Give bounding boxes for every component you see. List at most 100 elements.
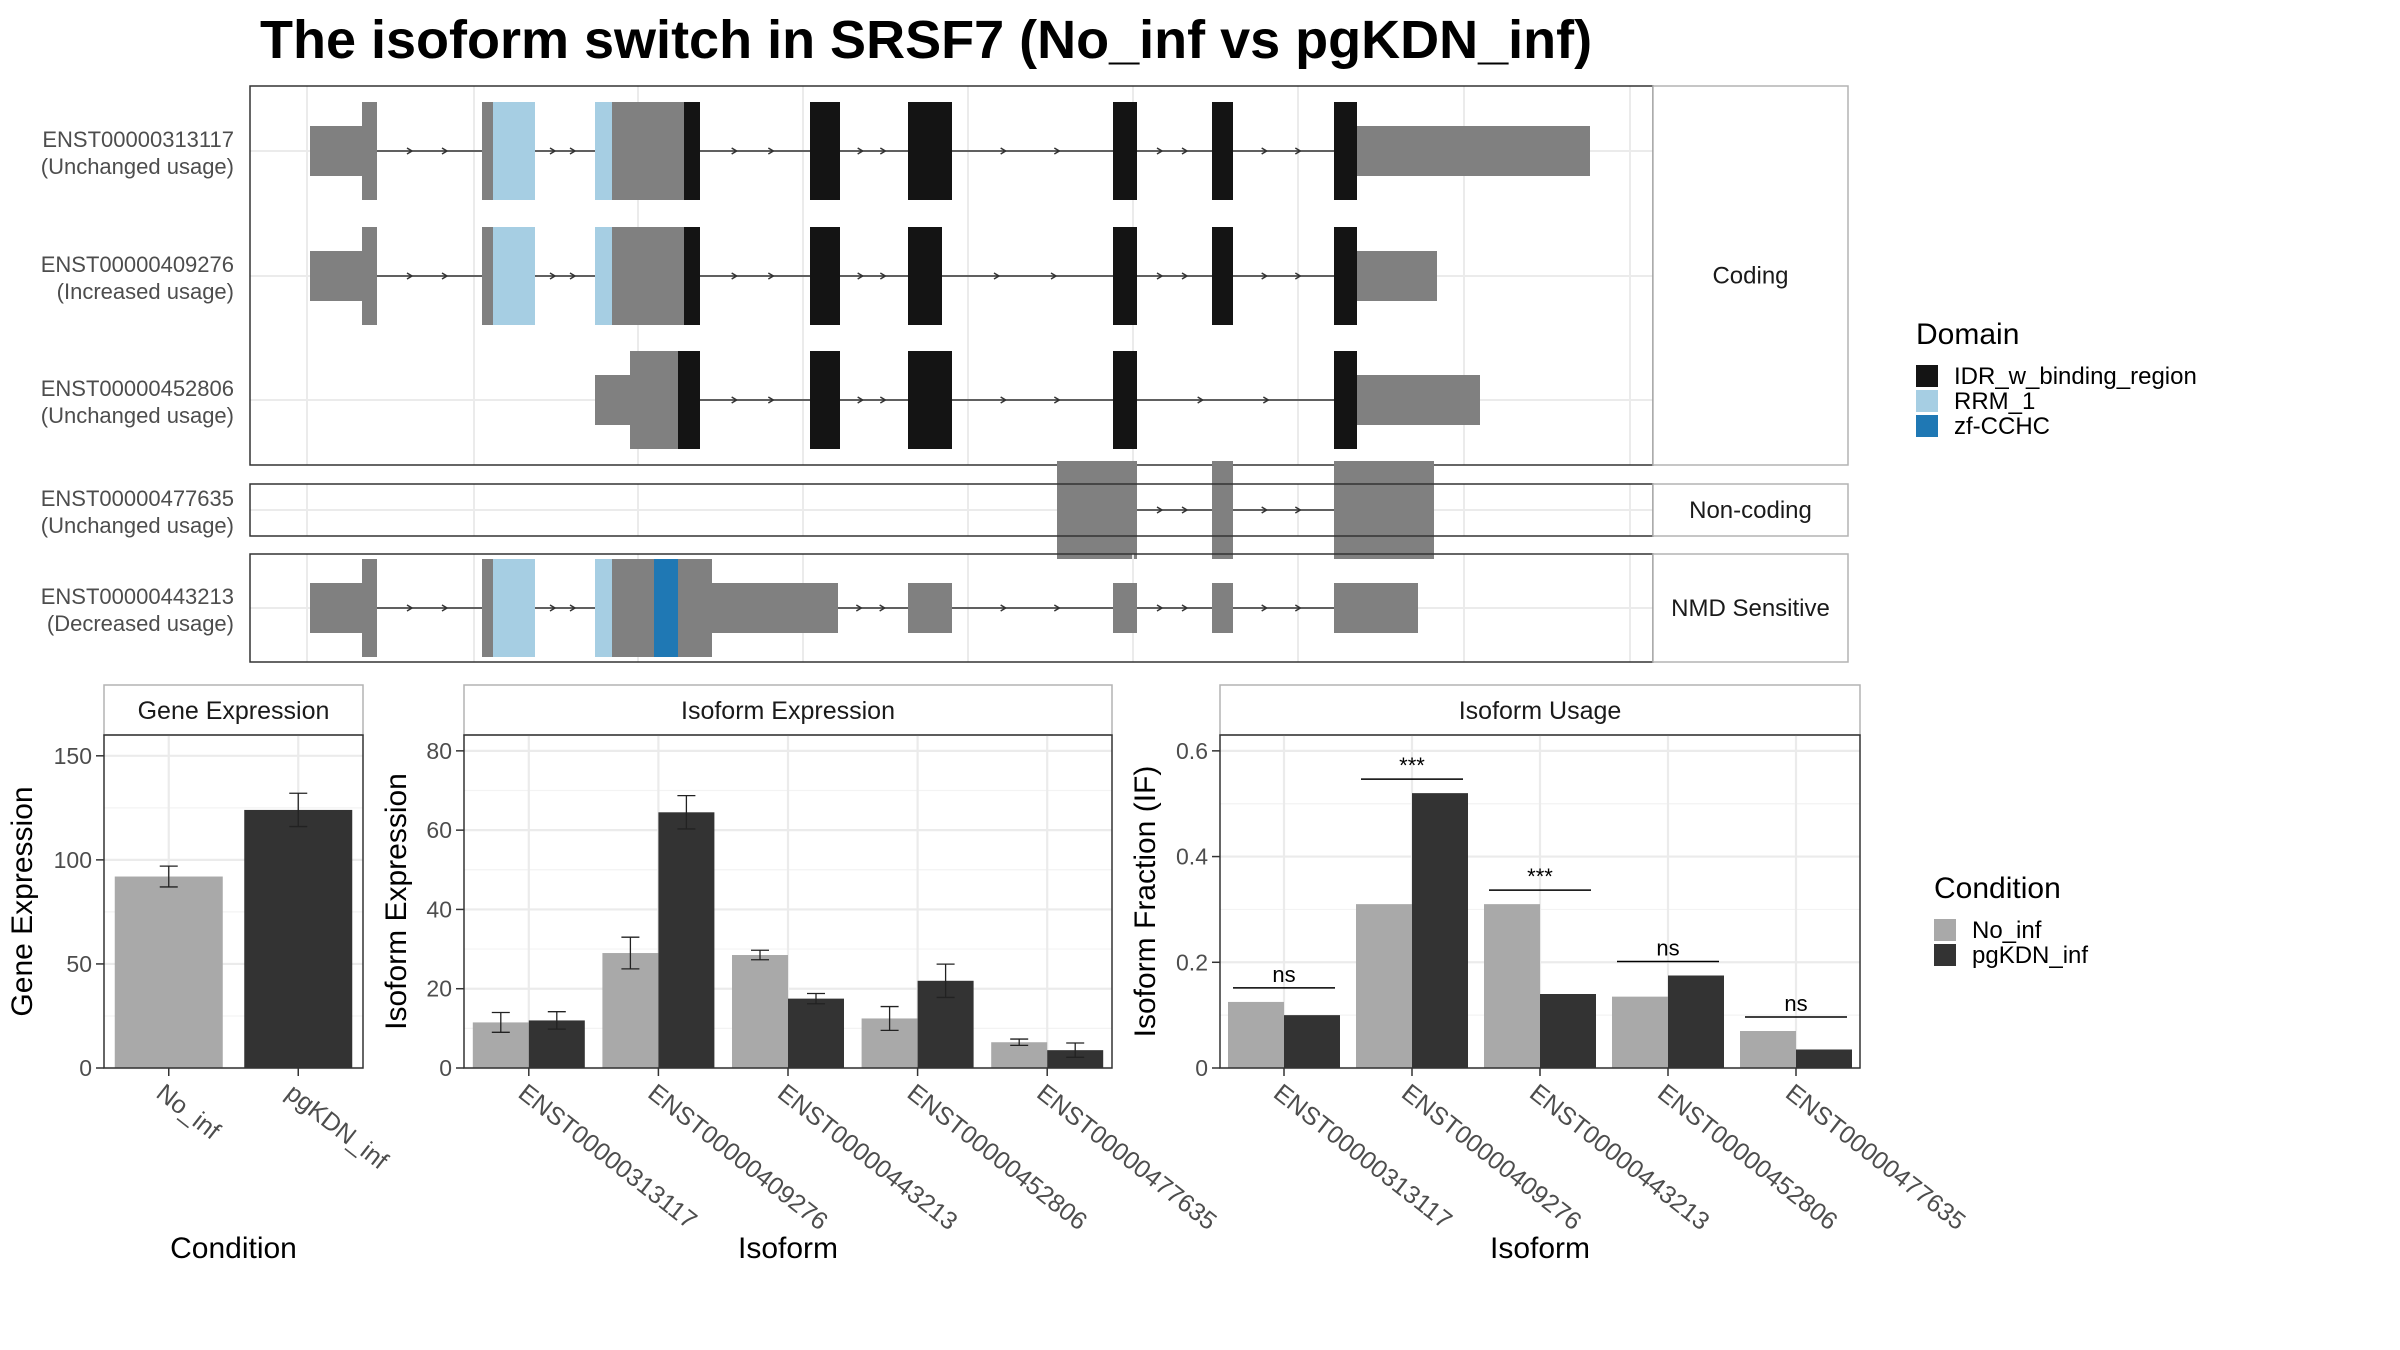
intron-arrow [406, 604, 414, 612]
isoform-id-label: ENST00000409276 [41, 252, 234, 277]
intron-arrow [1181, 604, 1189, 612]
x-tick-label: No_inf [151, 1079, 225, 1146]
intron-arrow [1294, 147, 1302, 155]
isoform-usage-label: (Unchanged usage) [41, 513, 234, 538]
exon [482, 559, 493, 657]
y-axis-title: Gene Expression [6, 786, 39, 1016]
transcript-ENST00000477635 [1057, 461, 1434, 559]
exon [612, 227, 684, 325]
group-strip [1652, 85, 1849, 466]
intron-arrow [549, 147, 557, 155]
exon [1212, 102, 1233, 200]
exon [630, 351, 678, 449]
y-tick-label: 20 [426, 976, 452, 1002]
intron-arrow [1000, 604, 1008, 612]
bar [1047, 1050, 1104, 1068]
panel-title: Isoform Usage [1459, 697, 1622, 725]
error-bar [936, 963, 955, 999]
legend-swatch [1934, 919, 1956, 941]
exon [310, 251, 362, 301]
intron-arrow [569, 604, 577, 612]
isoform-id-label: ENST00000313117 [42, 127, 234, 152]
exon [810, 227, 840, 325]
panel-frame [103, 734, 364, 1069]
x-axis-title: Condition [170, 1232, 297, 1265]
exon [482, 102, 493, 200]
error-bar [159, 865, 178, 888]
intron-arrow [879, 604, 887, 612]
exon [1113, 102, 1137, 200]
bar [1796, 1049, 1852, 1068]
exon [362, 227, 377, 325]
error-bar [547, 1011, 566, 1030]
significance-label: ns [1272, 962, 1295, 987]
intron-arrow [1156, 506, 1164, 514]
intron-arrow [767, 272, 775, 280]
exon [1057, 461, 1137, 559]
intron-arrow [1261, 272, 1269, 280]
intron-arrow [441, 272, 449, 280]
intron-arrow [406, 272, 414, 280]
intron-arrow [1053, 604, 1061, 612]
isoform-usage-label: (Unchanged usage) [41, 403, 234, 428]
exon [493, 227, 535, 325]
y-tick-label: 40 [426, 896, 452, 922]
bar [1228, 1001, 1284, 1068]
group-strip [1652, 553, 1849, 663]
exon [362, 102, 377, 200]
exon [684, 102, 700, 200]
intron-arrow [767, 396, 775, 404]
exon [1212, 583, 1233, 633]
legend-label: zf-CCHC [1954, 413, 2050, 440]
intron-arrow [767, 147, 775, 155]
bars [1228, 793, 1852, 1068]
transcript-ENST00000409276 [310, 227, 1437, 325]
exon [595, 227, 612, 325]
y-tick-label: 60 [426, 817, 452, 843]
bar [1356, 904, 1412, 1068]
x-axis-title: Isoform [1490, 1232, 1590, 1265]
intron-arrow [1181, 147, 1189, 155]
significance-label: *** [1399, 753, 1425, 778]
bar [1284, 1015, 1340, 1068]
intron-arrow [1261, 147, 1269, 155]
intron-arrow [569, 272, 577, 280]
exon [654, 559, 678, 657]
exon [1357, 251, 1437, 301]
intron-arrow [993, 272, 1001, 280]
intron-arrow [1197, 396, 1205, 404]
bar [1740, 1031, 1796, 1068]
legend-swatch [1916, 390, 1938, 412]
y-tick-label: 0.6 [1176, 738, 1208, 764]
intron-arrow [1181, 506, 1189, 514]
intron-arrow [1181, 272, 1189, 280]
exon [1357, 126, 1590, 176]
isoform-usage-label: (Decreased usage) [47, 611, 234, 636]
error-bar [621, 936, 640, 970]
intron-arrow [879, 272, 887, 280]
exon [908, 583, 952, 633]
intron-arrow [731, 396, 739, 404]
intron-arrow [1053, 147, 1061, 155]
exon [1113, 227, 1137, 325]
y-tick-label: 0 [79, 1055, 92, 1081]
transcript-ENST00000443213 [310, 559, 1418, 657]
transcript-ENST00000313117 [310, 102, 1590, 200]
bar [602, 953, 659, 1068]
group-label: Coding [1712, 263, 1788, 290]
intron-arrow [731, 147, 739, 155]
intron-arrow [1053, 396, 1061, 404]
exon [1357, 375, 1480, 425]
exon [1113, 583, 1137, 633]
intron-arrow [1156, 272, 1164, 280]
intron-arrow [1156, 147, 1164, 155]
exon [908, 227, 942, 325]
intron-arrow [855, 604, 863, 612]
exon [493, 559, 535, 657]
intron-arrow [731, 272, 739, 280]
exon [482, 227, 493, 325]
bar [1412, 793, 1468, 1068]
bars [472, 795, 1104, 1068]
legend-swatch [1916, 365, 1938, 387]
